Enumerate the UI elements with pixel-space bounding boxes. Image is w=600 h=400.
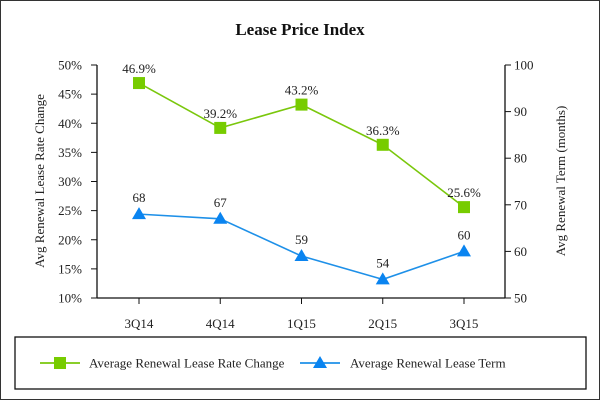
data-label-lease-term: 67 <box>214 195 228 210</box>
data-point-lease-term <box>132 207 146 220</box>
data-point-rate-change <box>133 77 145 90</box>
left-tick-label: 40% <box>58 116 82 131</box>
x-tick-label: 1Q15 <box>287 316 316 331</box>
x-axis-ticks: 3Q14 4Q14 1Q15 2Q15 3Q15 <box>125 298 479 331</box>
data-point-lease-term <box>294 249 309 262</box>
legend-label-lease-term: Average Renewal Lease Term <box>350 356 506 371</box>
chart-title: Lease Price Index <box>235 20 365 39</box>
legend: Average Renewal Lease Rate Change Average… <box>40 356 506 371</box>
right-tick-label: 70 <box>514 197 527 212</box>
data-point-lease-term <box>213 211 228 224</box>
x-tick-label: 3Q14 <box>125 316 154 331</box>
left-tick-label: 45% <box>58 87 82 102</box>
right-axis-ticks: 50 60 70 80 90 100 <box>505 58 534 306</box>
right-tick-label: 60 <box>514 244 527 259</box>
x-tick-label: 4Q14 <box>206 316 235 331</box>
data-point-rate-change <box>295 98 308 111</box>
right-tick-label: 80 <box>514 151 527 166</box>
data-label-lease-term: 54 <box>376 255 390 270</box>
left-tick-label: 10% <box>58 291 82 306</box>
left-tick-label: 15% <box>58 261 82 276</box>
legend-square-marker-icon <box>54 357 66 369</box>
left-tick-label: 50% <box>58 58 82 73</box>
x-tick-label: 3Q15 <box>450 316 479 331</box>
right-tick-label: 50 <box>514 291 527 306</box>
data-point-rate-change <box>376 138 389 151</box>
left-tick-label: 35% <box>58 145 82 160</box>
data-point-rate-change <box>458 201 470 214</box>
right-tick-label: 90 <box>514 104 527 119</box>
legend-box <box>14 336 587 390</box>
data-label-lease-term: 59 <box>295 232 308 247</box>
data-label-rate-change: 39.2% <box>203 106 237 121</box>
left-tick-label: 20% <box>58 232 82 247</box>
data-label-lease-term: 60 <box>458 227 471 242</box>
legend-triangle-marker-icon <box>313 356 327 368</box>
data-label-lease-term: 68 <box>133 190 146 205</box>
right-axis-label: Avg Renewal Term (months) <box>553 106 568 257</box>
legend-label-rate-change: Average Renewal Lease Rate Change <box>89 356 285 371</box>
series-layer: 46.9% 39.2% 43.2% 36.3% 25.6% 68 67 59 54 60 <box>122 61 481 285</box>
left-tick-label: 25% <box>58 203 82 218</box>
data-label-rate-change: 36.3% <box>366 123 400 138</box>
left-tick-label: 30% <box>58 174 82 189</box>
data-label-rate-change: 25.6% <box>447 185 481 200</box>
left-axis-ticks: 10% 15% 20% 25% 30% 35% 40% 45% 50% <box>58 58 97 306</box>
data-point-rate-change <box>214 121 227 134</box>
x-tick-label: 2Q15 <box>368 316 397 331</box>
left-axis-label: Avg Renewal Lease Rate Change <box>32 94 47 268</box>
data-point-lease-term <box>457 244 471 257</box>
right-tick-label: 100 <box>514 58 534 73</box>
data-label-rate-change: 43.2% <box>285 83 319 98</box>
data-label-rate-change: 46.9% <box>122 61 156 76</box>
data-point-lease-term <box>375 272 390 285</box>
